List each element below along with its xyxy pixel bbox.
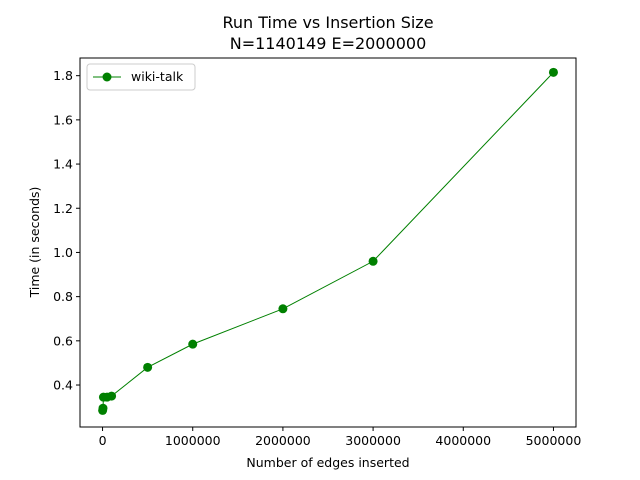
y-tick-label: 0.6 (53, 333, 73, 348)
y-tick-label: 1.2 (53, 201, 73, 216)
y-tick-label: 1.8 (53, 68, 73, 83)
data-point (548, 67, 558, 77)
y-axis-label: Time (in seconds) (27, 187, 42, 299)
plot-area-frame (79, 57, 577, 428)
legend-box (86, 63, 196, 91)
data-point (107, 391, 117, 401)
data-point (278, 304, 288, 314)
legend: wiki-talk (86, 63, 196, 91)
data-point (188, 339, 198, 349)
x-tick-label: 0 (99, 433, 107, 448)
chart-title-line-2: N=1140149 E=2000000 (230, 34, 427, 53)
data-point (98, 403, 108, 413)
data-point (143, 362, 153, 372)
y-tick-label: 1.0 (53, 245, 73, 260)
legend-marker-wiki-talk (102, 72, 112, 82)
x-tick-label: 2000000 (255, 433, 311, 448)
y-tick-label: 1.6 (53, 112, 73, 127)
x-tick-label: 4000000 (435, 433, 491, 448)
data-point (368, 256, 378, 266)
chart-title-line-1: Run Time vs Insertion Size (222, 13, 433, 32)
x-axis-label: Number of edges inserted (246, 455, 409, 470)
axis-ticks: 0 1000000 2000000 3000000 4000000 5000000 0.4 0… (53, 68, 581, 448)
series-line-wiki-talk (102, 72, 554, 411)
x-tick-label: 1000000 (165, 433, 221, 448)
x-tick-label: 3000000 (345, 433, 401, 448)
y-tick-label: 0.8 (53, 289, 73, 304)
legend-label-wiki-talk: wiki-talk (131, 69, 184, 84)
x-tick-label: 5000000 (526, 433, 582, 448)
series-layer (98, 67, 558, 415)
y-tick-label: 0.4 (53, 378, 73, 393)
y-tick-label: 1.4 (53, 157, 73, 172)
